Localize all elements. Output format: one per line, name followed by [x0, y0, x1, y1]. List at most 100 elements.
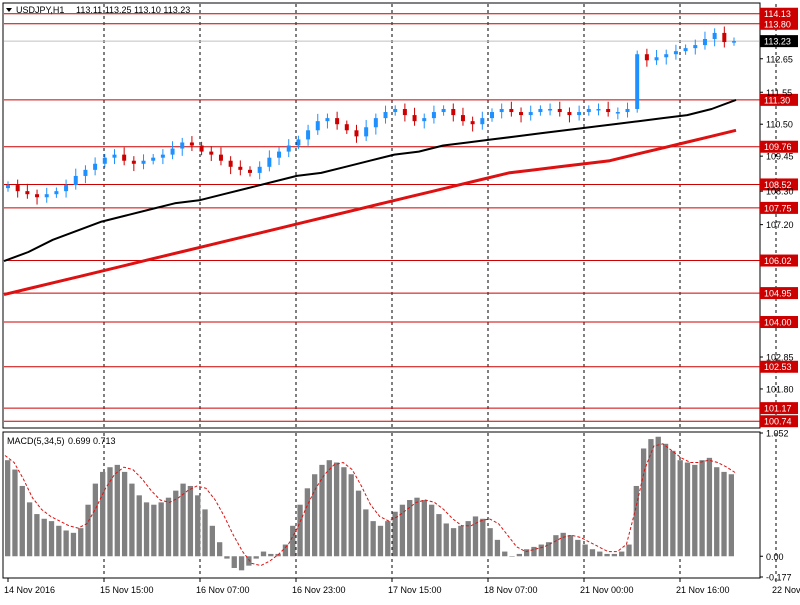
candle-body [238, 166, 243, 170]
level-price-label: 104.00 [764, 318, 792, 328]
price-tick-label: 111.55 [766, 88, 792, 98]
candle-body [189, 142, 194, 146]
candle-body [160, 154, 165, 158]
level-price-label: 102.53 [764, 362, 792, 372]
macd-indicator-label: MACD(5,34,5) [7, 436, 65, 446]
candle-body [199, 145, 204, 152]
candle-body [277, 151, 282, 158]
macd-bar [611, 553, 618, 557]
macd-bar [202, 509, 208, 557]
level-price-tag [760, 316, 798, 329]
candle-body [73, 175, 78, 186]
level-price-label: 107.75 [764, 203, 792, 213]
macd-bar [399, 504, 406, 557]
macd-bar [677, 460, 683, 557]
macd-bar [633, 485, 639, 557]
candle-body [180, 142, 185, 149]
macd-bar [436, 514, 442, 557]
level-price-label: 100.74 [764, 417, 792, 427]
level-price-tag [760, 254, 798, 267]
candles-group [6, 26, 736, 205]
candle-body [344, 124, 349, 131]
level-price-tag [760, 178, 798, 191]
level-price-label: 109.76 [764, 142, 792, 152]
level-price-tag [760, 287, 798, 300]
macd-bar [70, 532, 77, 557]
candle-body [325, 118, 330, 122]
macd-axis-ticks: 1.052 0.00 -0.177 [760, 429, 792, 583]
macd-bar [619, 551, 625, 557]
macd-bar [458, 525, 464, 557]
macd-bar [516, 553, 523, 557]
macd-bar [165, 497, 172, 557]
candle-body [712, 32, 717, 39]
macd-bar [487, 528, 493, 557]
candle-body [286, 145, 291, 152]
candle-body [635, 54, 640, 109]
candle-body [122, 154, 127, 161]
macd-bar [26, 502, 33, 557]
level-price-label: 114.13 [764, 9, 791, 19]
macd-bar [363, 509, 369, 557]
time-tick-label: 15 Nov 15:00 [100, 585, 154, 595]
macd-bar [100, 471, 106, 557]
macd-bar [180, 483, 186, 557]
candle-body [102, 157, 107, 164]
macd-bar [494, 539, 501, 557]
macd-bar [589, 549, 596, 557]
macd-bar [187, 485, 194, 557]
macd-bar [670, 450, 676, 557]
macd-bar [275, 553, 281, 557]
candle-body [451, 108, 456, 116]
candle-body [422, 118, 427, 122]
time-tick-label: 14 Nov 2016 [4, 585, 55, 595]
candle-body [6, 185, 10, 189]
candle-body [499, 108, 504, 113]
price-panel-frame [2, 2, 761, 429]
candle-body [35, 194, 40, 198]
time-tick-label: 17 Nov 15:00 [388, 585, 442, 595]
macd-bar [282, 544, 289, 557]
macd-bar [567, 535, 574, 557]
price-axis-ticks: 112.65 111.55 110.50 109.45 108.30 107.20 102.… [760, 54, 794, 394]
candle-body [509, 108, 514, 113]
ma-slow-group [3, 128, 737, 297]
macd-bar [195, 495, 201, 557]
candle-body [548, 108, 553, 111]
candle-body [480, 118, 485, 125]
candle-body [664, 54, 669, 58]
macd-bar [714, 467, 720, 557]
macd-bar [582, 544, 588, 557]
candle-body [373, 118, 378, 128]
macd-bar [575, 539, 581, 557]
price-tick-label: 110.50 [766, 120, 793, 130]
macd-bar [297, 504, 303, 557]
candle-body [83, 169, 88, 176]
candle-body [470, 121, 475, 125]
dropdown-triangle-icon[interactable] [6, 8, 12, 12]
macd-bar [63, 530, 69, 557]
candle-body [315, 121, 320, 131]
macd-bar [253, 556, 259, 559]
candle-body [557, 108, 562, 113]
candle-body [441, 108, 446, 113]
price-tick-label: 109.45 [766, 152, 794, 162]
macd-bar [107, 467, 113, 557]
macd-bar [333, 462, 340, 557]
macd-bar [648, 439, 654, 557]
macd-bar [224, 556, 230, 559]
macd-bar [480, 518, 486, 557]
macd-bar [121, 471, 128, 557]
macd-panel-frame [2, 431, 761, 579]
macd-bar [158, 502, 164, 557]
candle-body [683, 48, 688, 52]
time-tick-label: 18 Nov 07:00 [484, 585, 538, 595]
macd-bar [553, 535, 559, 557]
macd-bar [326, 460, 332, 557]
macd-bar [655, 436, 661, 557]
level-price-label: 113.80 [764, 19, 791, 29]
candle-body [596, 108, 601, 111]
macd-bar [48, 521, 55, 557]
level-price-tag [760, 201, 798, 214]
